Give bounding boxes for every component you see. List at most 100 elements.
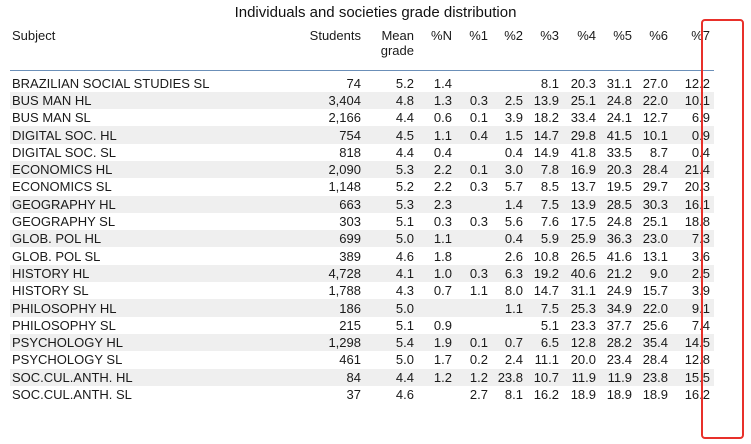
value-cell: 25.3 [563,299,600,317]
value-cell: 2.3 [418,195,456,213]
value-cell: 2.6 [504,248,523,264]
subject-cell: PHILOSOPHY SL [12,317,116,333]
value-cell: 215 [339,317,361,333]
table-row: GLOB. POL SL 389 4.6 1.8 2.6 10.8 26.5 41.6 13.1… [10,247,714,264]
value-cell: 0.1 [456,333,492,352]
value-cell: 16.2 [684,386,710,402]
value-cell: 28.4 [642,352,668,368]
value-cell: 8.5 [540,179,559,195]
value-cell: 37.7 [606,317,632,333]
value-cell: 2,166 [328,110,361,126]
value-cell: 1.4 [433,75,452,91]
value-cell: 2.2 [418,160,456,179]
value-cell: 16.9 [563,160,600,179]
value-cell: 3.0 [492,160,527,179]
value-cell: 6.3 [492,264,527,283]
value-cell [418,386,456,403]
table-row: PHILOSOPHY SL 215 5.1 0.9 5.1 23.3 37.7 25.6 7.4 [10,317,714,334]
column-header: %2 [504,28,523,43]
value-cell: 2.5 [672,264,714,283]
subject-cell: GLOB. POL SL [12,248,101,264]
value-cell: 14.5 [672,333,714,352]
value-cell: 16.1 [672,195,714,213]
value-cell: 7.3 [672,230,714,248]
value-cell: 5.0 [365,299,418,317]
value-cell: 0.9 [433,317,452,333]
value-cell: 389 [339,248,361,264]
value-cell: 461 [339,352,361,368]
value-cell: 1,788 [328,283,361,299]
value-cell: 818 [339,144,361,160]
value-cell: 7.8 [527,160,563,179]
value-cell: 25.1 [563,91,600,110]
value-cell: 7.4 [691,317,710,333]
value-cell: 9.1 [672,299,714,317]
value-cell: 1.3 [418,91,456,110]
value-cell: 9.0 [636,264,672,283]
column-header: %5 [613,28,632,43]
value-cell: 27.0 [642,75,668,91]
table-row: SOC.CUL.ANTH. SL 37 4.6 2.7 8.1 16.2 18.9 18.9 1… [10,386,714,403]
value-cell: 19.2 [527,264,563,283]
value-cell: 186 [295,299,365,317]
value-cell: 2.2 [433,179,452,195]
subject-cell: HISTORY HL [10,264,295,283]
value-cell: 5.0 [395,352,414,368]
value-cell: 15.5 [672,368,714,386]
value-cell: 7.5 [527,299,563,317]
value-cell: 20.3 [684,179,710,195]
value-cell: 4.8 [365,91,418,110]
value-cell: 37 [346,386,361,402]
value-cell: 0.4 [456,126,492,144]
value-cell: 29.8 [563,126,600,144]
table-body: BRAZILIAN SOCIAL STUDIES SL 74 5.2 1.4 8.1 20… [10,71,714,404]
value-cell: 0.4 [433,144,452,160]
subject-cell: SOC.CUL.ANTH. SL [12,386,132,402]
value-cell: 40.6 [563,264,600,283]
table-row: HISTORY SL 1,788 4.3 0.7 1.1 8.0 14.7 31.1 24.9 1… [10,282,714,299]
table-row: GLOB. POL HL 699 5.0 1.1 0.4 5.9 25.9 36.3 23.0 7… [10,230,714,248]
value-cell: 28.5 [600,195,636,213]
column-header: %1 [469,28,488,43]
subject-cell: BUS MAN HL [10,91,295,110]
value-cell: 22.0 [636,91,672,110]
value-cell: 2.4 [504,352,523,368]
value-cell: 12.8 [684,352,710,368]
subject-cell: GEOGRAPHY HL [10,195,295,213]
value-cell: 0.4 [691,144,710,160]
value-cell: 41.6 [606,248,632,264]
value-cell: 36.3 [600,230,636,248]
value-cell: 1.1 [418,126,456,144]
value-cell: 8.0 [504,283,523,299]
value-cell: 5.1 [395,214,414,230]
value-cell: 18.9 [570,386,596,402]
value-cell: 5.1 [540,317,559,333]
value-cell: 5.0 [365,230,418,248]
table-row: BRAZILIAN SOCIAL STUDIES SL 74 5.2 1.4 8.1 20… [10,75,714,92]
value-cell: 4.4 [395,110,414,126]
value-cell: 1.1 [492,299,527,317]
value-cell: 5.3 [365,160,418,179]
value-cell: 11.9 [600,368,636,386]
value-cell: 25.1 [642,214,668,230]
value-cell: 5.7 [504,179,523,195]
value-cell [456,230,492,248]
subject-cell: ECONOMICS HL [10,160,295,179]
value-cell: 20.3 [570,75,596,91]
value-cell: 1.2 [456,368,492,386]
table-row: BUS MAN SL 2,166 4.4 0.6 0.1 3.9 18.2 33.4 24.1 1… [10,109,714,126]
value-cell: 13.9 [527,91,563,110]
value-cell [492,75,527,92]
header-row: Subject Students Mean grade %N %1 %2 %3 %4 %5 %6%… [10,26,714,71]
value-cell: 12.7 [642,110,668,126]
table-row: BUS MAN HL 3,404 4.8 1.3 0.3 2.5 13.9 25.1 24.8 2… [10,91,714,110]
value-cell: 4.6 [395,386,414,402]
value-cell: 14.9 [533,144,559,160]
value-cell: 23.3 [570,317,596,333]
column-header: %6 [649,28,668,43]
value-cell: 4.5 [365,126,418,144]
value-cell: 13.1 [642,248,668,264]
value-cell: 754 [295,126,365,144]
column-header-subject: Subject [12,28,56,43]
subject-cell: GLOB. POL HL [10,230,295,248]
